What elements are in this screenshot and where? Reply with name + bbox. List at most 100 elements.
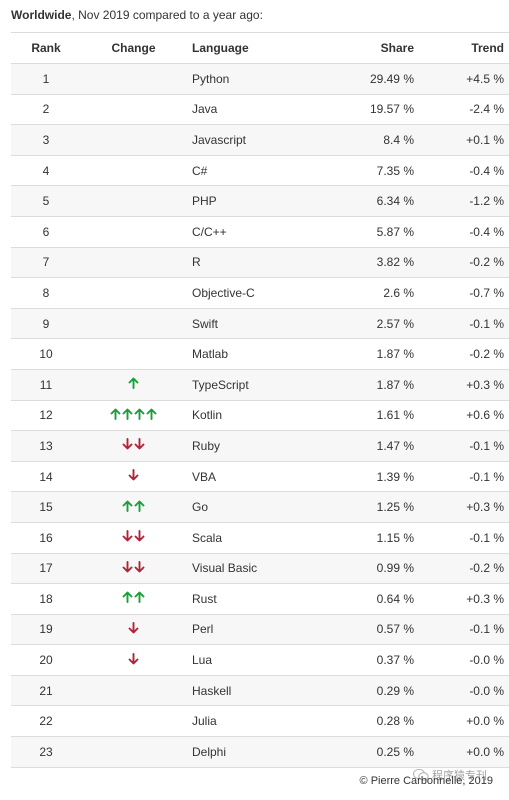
table-caption: Worldwide, Nov 2019 compared to a year a…	[11, 8, 263, 22]
arrow-down-icon	[134, 438, 145, 450]
language-cell: Go	[186, 491, 312, 523]
trend-cell: -0.0 %	[414, 644, 509, 676]
table-row: 23 Delphi 0.25 % +0.0 %	[11, 736, 509, 768]
table-row: 3 Javascript 8.4 % +0.1 %	[11, 124, 509, 156]
copyright-footer: © Pierre Carbonnelle, 2019	[359, 775, 493, 787]
language-cell: VBA	[186, 461, 312, 493]
table-row: 18 Rust 0.64 % +0.3 %	[11, 583, 509, 615]
arrow-down-icon	[134, 530, 145, 542]
trend-cell: +0.3 %	[414, 369, 509, 401]
rank-up-indicator	[128, 377, 139, 390]
trend-cell: -0.1 %	[414, 614, 509, 646]
table-row: 16 Scala 1.15 % -0.1 %	[11, 522, 509, 554]
arrow-up-icon	[134, 591, 145, 604]
change-cell	[81, 644, 186, 676]
change-cell	[81, 216, 186, 248]
change-cell	[81, 705, 186, 738]
table-row: 20 Lua 0.37 % -0.0 %	[11, 644, 509, 676]
language-cell: Haskell	[186, 675, 312, 707]
caption-rest: , Nov 2019 compared to a year ago:	[71, 8, 263, 22]
table-row: 19 Perl 0.57 % -0.1 %	[11, 614, 509, 646]
language-cell: Python	[186, 63, 312, 95]
arrow-up-icon	[146, 408, 157, 420]
change-cell	[81, 185, 186, 217]
change-cell	[81, 308, 186, 340]
trend-cell: -2.4 %	[414, 94, 509, 126]
language-cell: PHP	[186, 185, 312, 217]
language-cell: R	[186, 247, 312, 279]
rank-cell: 15	[11, 491, 81, 523]
table-row: 12 Kotlin 1.61 % +0.6 %	[11, 400, 509, 432]
watermark: 程序猿专刊	[413, 767, 487, 783]
language-cell: Lua	[186, 644, 312, 676]
rank-cell: 13	[11, 430, 81, 462]
language-cell: Ruby	[186, 430, 312, 462]
table-row: 4 C# 7.35 % -0.4 %	[11, 155, 509, 187]
arrow-up-icon	[134, 408, 145, 420]
change-cell	[81, 155, 186, 187]
trend-cell: -0.2 %	[414, 553, 509, 585]
change-cell	[81, 124, 186, 156]
header-rank: Rank	[11, 32, 81, 64]
share-cell: 0.29 %	[312, 675, 414, 707]
table-row: 14 VBA 1.39 % -0.1 %	[11, 461, 509, 493]
arrow-down-icon	[122, 530, 133, 542]
share-cell: 1.87 %	[312, 369, 414, 401]
language-cell: Rust	[186, 583, 312, 615]
table-body: 1 Python 29.49 % +4.5 % 2 Java 19.57 % -2.4 % 3 J…	[11, 63, 509, 768]
header-language: Language	[186, 32, 312, 64]
rank-up-indicator	[122, 500, 145, 512]
trend-cell: +4.5 %	[414, 63, 509, 95]
watermark-text: 程序猿专刊	[432, 769, 487, 782]
trend-cell: -0.0 %	[414, 675, 509, 707]
change-cell	[81, 277, 186, 309]
table-row: 2 Java 19.57 % -2.4 %	[11, 94, 509, 126]
share-cell: 1.61 %	[312, 400, 414, 432]
language-cell: Perl	[186, 614, 312, 646]
trend-cell: -0.1 %	[414, 308, 509, 340]
change-cell	[81, 553, 186, 585]
trend-cell: -0.1 %	[414, 461, 509, 493]
rank-cell: 9	[11, 308, 81, 340]
trend-cell: +0.3 %	[414, 491, 509, 523]
table-row: 6 C/C++ 5.87 % -0.4 %	[11, 216, 509, 248]
arrow-up-icon	[122, 408, 133, 420]
arrow-down-icon	[128, 652, 139, 665]
share-cell: 0.99 %	[312, 553, 414, 585]
arrow-up-icon	[122, 500, 133, 512]
language-cell: Julia	[186, 705, 312, 738]
language-cell: C/C++	[186, 216, 312, 248]
arrow-down-icon	[122, 560, 133, 573]
trend-cell: +0.0 %	[414, 705, 509, 738]
share-cell: 8.4 %	[312, 124, 414, 156]
header-row: Rank Change Language Share Trend	[11, 32, 509, 64]
table-row: 13 Ruby 1.47 % -0.1 %	[11, 430, 509, 462]
trend-cell: +0.3 %	[414, 583, 509, 615]
language-cell: Java	[186, 94, 312, 126]
trend-cell: -0.7 %	[414, 277, 509, 309]
wechat-icon	[413, 768, 429, 781]
change-cell	[81, 369, 186, 401]
rank-cell: 11	[11, 369, 81, 401]
language-cell: Scala	[186, 522, 312, 554]
language-cell: TypeScript	[186, 369, 312, 401]
table-row: 17 Visual Basic 0.99 % -0.2 %	[11, 553, 509, 585]
table-row: 15 Go 1.25 % +0.3 %	[11, 491, 509, 523]
trend-cell: -0.1 %	[414, 522, 509, 554]
language-cell: C#	[186, 155, 312, 187]
table-row: 21 Haskell 0.29 % -0.0 %	[11, 675, 509, 707]
rank-down-indicator	[128, 622, 139, 634]
language-cell: Javascript	[186, 124, 312, 156]
share-cell: 2.6 %	[312, 277, 414, 309]
share-cell: 5.87 %	[312, 216, 414, 248]
arrow-down-icon	[128, 622, 139, 634]
arrow-up-icon	[110, 408, 121, 420]
share-cell: 1.25 %	[312, 491, 414, 523]
trend-cell: -0.2 %	[414, 338, 509, 370]
share-cell: 0.25 %	[312, 736, 414, 768]
rank-up-indicator	[110, 408, 157, 420]
rank-cell: 2	[11, 94, 81, 126]
change-cell	[81, 430, 186, 462]
change-cell	[81, 63, 186, 95]
rank-cell: 21	[11, 675, 81, 707]
